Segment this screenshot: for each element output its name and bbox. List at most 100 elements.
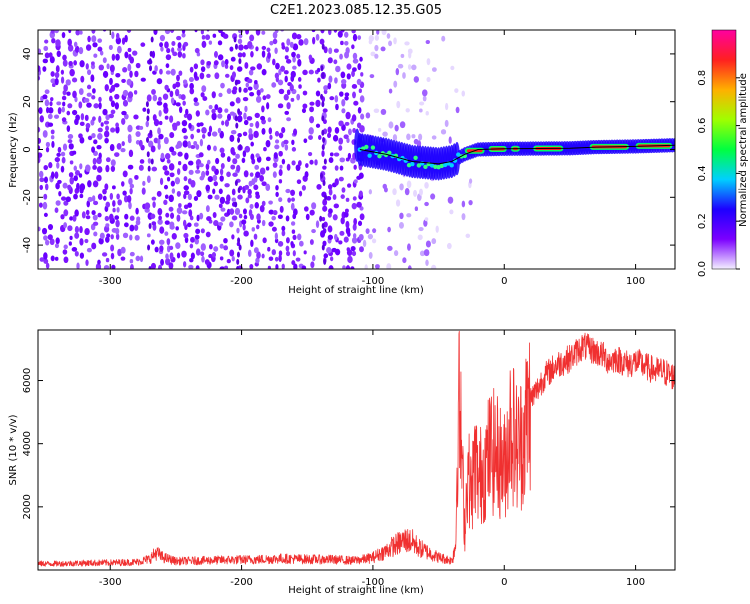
heatmap-cell: [247, 78, 253, 84]
heatmap-cell: [97, 132, 103, 140]
heatmap-cell: [315, 220, 320, 228]
heatmap-cell: [87, 69, 92, 76]
heatmap-cell: [393, 37, 397, 45]
heatmap-cell: [220, 207, 226, 212]
heatmap-cell: [364, 144, 369, 150]
heatmap-cell: [157, 218, 163, 225]
heatmap-cell: [190, 252, 195, 260]
heatmap-cell: [393, 250, 399, 257]
heatmap-cell: [231, 71, 236, 79]
heatmap-cell: [103, 265, 110, 269]
heatmap-cell: [102, 57, 107, 64]
colorbar-tick-label: 0.0: [697, 261, 708, 277]
chart-title: C2E1.2023.085.12.35.G05: [270, 3, 442, 18]
heatmap-cell: [188, 209, 193, 217]
heatmap-cell: [43, 176, 49, 184]
heatmap-cell: [365, 112, 371, 119]
colorbar-gradient: [711, 29, 737, 270]
heatmap-cell: [147, 244, 151, 251]
heatmap-cell: [144, 207, 150, 213]
heatmap-cell: [418, 133, 423, 141]
heatmap-cell: [93, 139, 98, 145]
heatmap-cell: [454, 88, 459, 93]
heatmap-cell: [322, 205, 328, 212]
heatmap-cell: [199, 72, 205, 80]
heatmap-cell: [334, 165, 339, 171]
heatmap-cell: [285, 215, 290, 222]
heatmap-cell: [308, 135, 313, 140]
heatmap-cell: [65, 79, 71, 86]
heatmap-cell: [291, 32, 298, 40]
spectrogram-y-tick-label: 40: [22, 48, 33, 61]
heatmap-cell: [201, 34, 206, 40]
heatmap-cell: [275, 184, 279, 191]
heatmap-cell: [284, 110, 290, 115]
heatmap-cell: [151, 50, 156, 59]
heatmap-cell: [449, 209, 454, 215]
heatmap-cell: [60, 196, 67, 201]
heatmap-cell: [183, 135, 188, 140]
heatmap-cell: [163, 102, 168, 109]
heatmap-cell: [229, 111, 235, 116]
heatmap-cell: [321, 115, 325, 122]
heatmap-cell: [176, 121, 181, 126]
heatmap-cell: [60, 76, 65, 84]
heatmap-cell: [423, 164, 428, 170]
heatmap-cell: [267, 265, 271, 269]
heatmap-cell: [411, 64, 417, 71]
heatmap-cell: [424, 217, 429, 222]
heatmap-cell: [200, 251, 205, 257]
heatmap-cell: [255, 95, 262, 103]
heatmap-cell: [435, 225, 439, 233]
snr-x-tick-label: 100: [626, 577, 645, 588]
heatmap-cell: [255, 153, 260, 158]
heatmap-cell: [194, 234, 200, 240]
heatmap-cell: [156, 100, 163, 106]
heatmap-cell: [286, 117, 291, 122]
heatmap-cell: [194, 47, 200, 54]
heatmap-cell: [302, 103, 308, 109]
heatmap-cell: [159, 226, 165, 234]
heatmap-cell: [193, 196, 199, 201]
heatmap-cell: [105, 164, 110, 173]
heatmap-cell: [234, 201, 238, 208]
spectrogram-y-label: Frequency (Hz): [8, 112, 19, 188]
heatmap-cell: [311, 30, 316, 33]
heatmap-cell: [333, 152, 340, 157]
heatmap-cell: [110, 244, 115, 252]
heatmap-cell: [98, 115, 102, 124]
heatmap-cell: [39, 177, 45, 183]
heatmap-cell: [105, 236, 110, 243]
heatmap-cell: [351, 84, 358, 89]
heatmap-cell: [212, 211, 217, 219]
heatmap-cell: [413, 189, 418, 197]
heatmap-cell: [195, 110, 200, 117]
heatmap-cell: [193, 63, 199, 70]
heatmap-cell: [78, 101, 83, 109]
heatmap-cell: [57, 179, 62, 184]
heatmap-cell: [259, 205, 265, 213]
heatmap-cell: [90, 63, 96, 70]
heatmap-cell: [278, 88, 285, 95]
heatmap-cell: [106, 233, 111, 238]
heatmap-cell: [127, 164, 134, 170]
heatmap-cell: [44, 99, 50, 107]
heatmap-cell: [98, 102, 102, 110]
heatmap-cell: [176, 214, 181, 222]
heatmap-cell: [320, 93, 324, 100]
heatmap-cell: [148, 222, 152, 229]
heatmap-cell: [50, 129, 55, 135]
heatmap-cell: [44, 183, 49, 191]
heatmap-cell: [255, 171, 261, 179]
heatmap-cell: [175, 242, 181, 249]
heatmap-cell: [47, 223, 54, 231]
heatmap-cell: [123, 195, 129, 203]
heatmap-cell: [110, 100, 116, 108]
heatmap-cell: [396, 100, 401, 109]
heatmap-cell: [111, 53, 116, 61]
heatmap-cell: [421, 89, 428, 97]
heatmap-cell: [45, 146, 50, 153]
heatmap-cell: [97, 46, 103, 52]
heatmap-cell: [291, 147, 297, 152]
heatmap-cell: [247, 249, 252, 257]
